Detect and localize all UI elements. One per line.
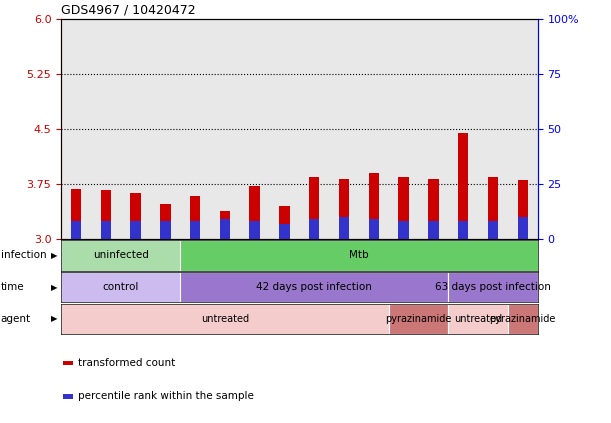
Text: ▶: ▶ bbox=[51, 314, 57, 324]
Bar bbox=[160, 221, 170, 239]
Text: untreated: untreated bbox=[201, 314, 249, 324]
Text: percentile rank within the sample: percentile rank within the sample bbox=[78, 391, 254, 401]
Text: pyrazinamide: pyrazinamide bbox=[489, 314, 556, 324]
Text: infection: infection bbox=[1, 250, 46, 261]
Bar bbox=[180, 240, 538, 271]
Bar bbox=[448, 272, 538, 302]
Bar bbox=[309, 219, 320, 239]
Bar bbox=[63, 361, 73, 365]
Text: pyrazinamide: pyrazinamide bbox=[386, 314, 452, 324]
Text: untreated: untreated bbox=[454, 314, 502, 324]
Text: ▶: ▶ bbox=[51, 283, 57, 292]
Bar bbox=[71, 221, 81, 239]
Bar bbox=[249, 221, 260, 239]
Bar bbox=[61, 272, 180, 302]
Bar bbox=[398, 177, 409, 221]
Bar bbox=[488, 221, 498, 239]
Text: uninfected: uninfected bbox=[93, 250, 148, 261]
Bar bbox=[368, 173, 379, 219]
Bar bbox=[130, 221, 141, 239]
Bar bbox=[61, 304, 389, 334]
Text: 42 days post infection: 42 days post infection bbox=[257, 282, 372, 292]
Bar bbox=[220, 211, 230, 219]
Bar bbox=[190, 196, 200, 221]
Bar bbox=[458, 133, 469, 221]
Text: time: time bbox=[1, 282, 24, 292]
Text: GDS4967 / 10420472: GDS4967 / 10420472 bbox=[61, 3, 196, 16]
Bar bbox=[309, 177, 320, 219]
Bar bbox=[339, 217, 349, 239]
Text: ▶: ▶ bbox=[51, 251, 57, 260]
Bar bbox=[448, 304, 508, 334]
Bar bbox=[160, 204, 170, 221]
Bar bbox=[488, 177, 498, 221]
Bar bbox=[63, 394, 73, 399]
Bar bbox=[101, 221, 111, 239]
Bar bbox=[180, 272, 448, 302]
Bar bbox=[428, 221, 439, 239]
Bar bbox=[389, 304, 448, 334]
Text: Mtb: Mtb bbox=[349, 250, 369, 261]
Bar bbox=[190, 221, 200, 239]
Bar bbox=[61, 240, 180, 271]
Bar bbox=[71, 189, 81, 221]
Bar bbox=[428, 179, 439, 221]
Text: control: control bbox=[103, 282, 139, 292]
Bar bbox=[458, 221, 469, 239]
Text: agent: agent bbox=[1, 314, 31, 324]
Bar bbox=[339, 179, 349, 217]
Bar bbox=[249, 186, 260, 221]
Text: transformed count: transformed count bbox=[78, 358, 175, 368]
Bar bbox=[518, 180, 528, 217]
Bar bbox=[279, 224, 290, 239]
Bar bbox=[398, 221, 409, 239]
Bar bbox=[279, 206, 290, 224]
Bar bbox=[220, 219, 230, 239]
Bar bbox=[101, 190, 111, 221]
Text: 63 days post infection: 63 days post infection bbox=[435, 282, 551, 292]
Bar bbox=[130, 193, 141, 221]
Bar bbox=[508, 304, 538, 334]
Bar bbox=[518, 217, 528, 239]
Bar bbox=[368, 219, 379, 239]
